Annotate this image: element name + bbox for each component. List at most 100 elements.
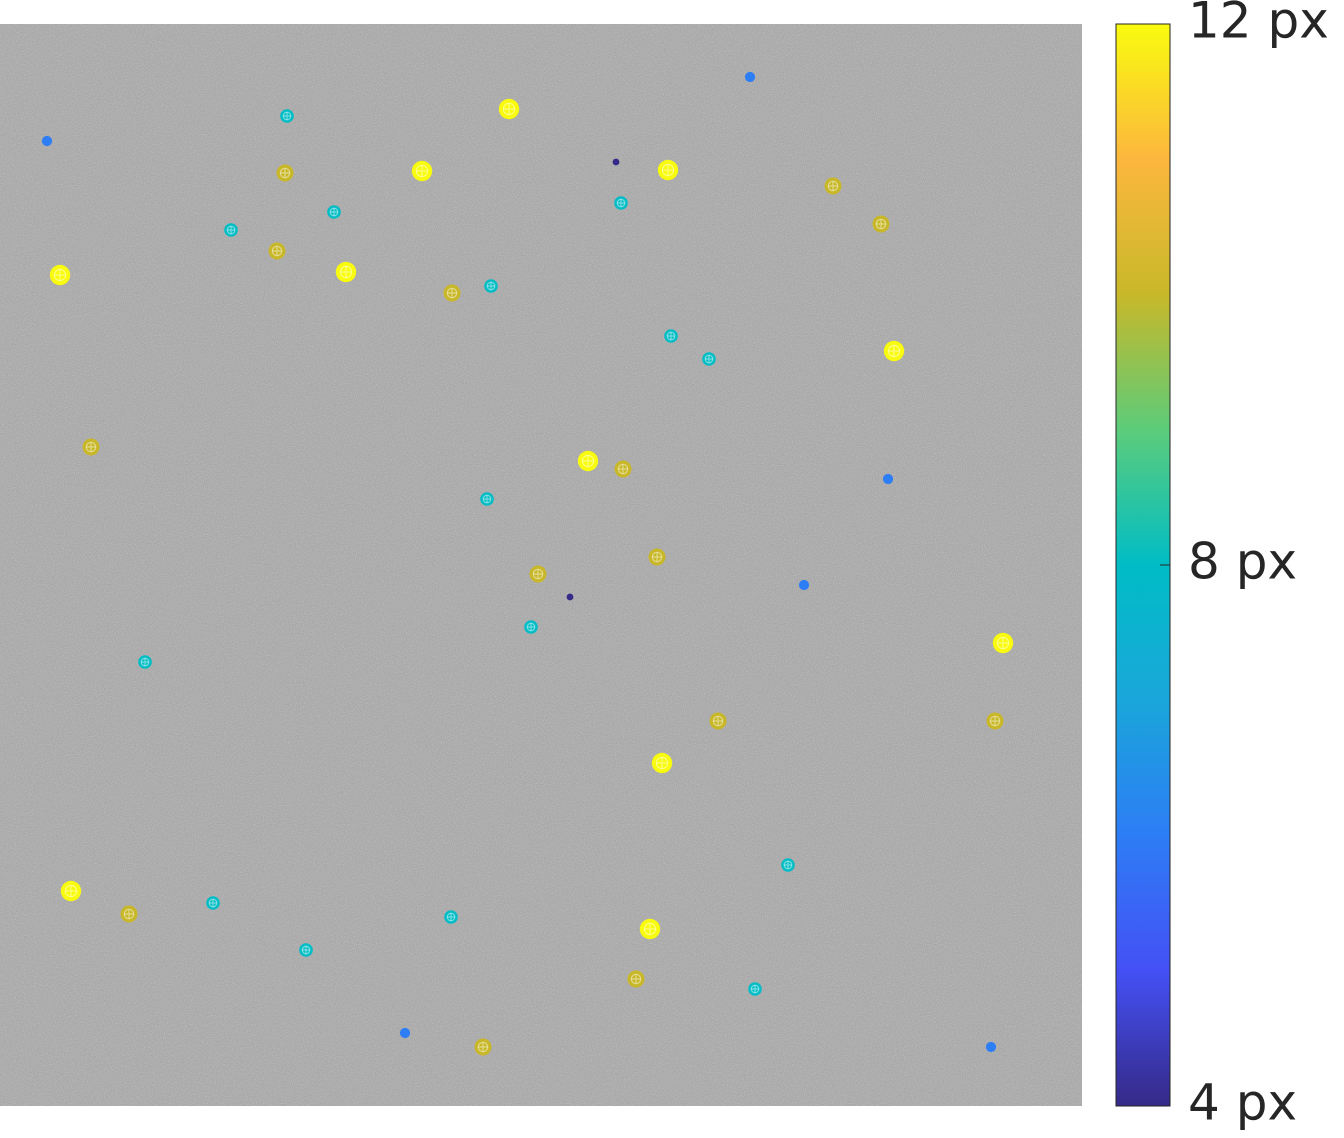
particle: [399, 1027, 411, 1039]
particle-dot: [399, 1027, 411, 1039]
particle-cross: [283, 112, 291, 120]
particle-cross: [997, 637, 1009, 649]
particle: [484, 279, 498, 293]
particle-cross: [662, 164, 674, 176]
particle: [664, 329, 678, 343]
particle-dot: [480, 492, 494, 506]
particle-cross: [618, 464, 628, 474]
particle-dot: [664, 329, 678, 343]
particle-dot: [529, 565, 547, 583]
particle: [529, 565, 547, 583]
particle-dot: [335, 261, 357, 283]
particle-dot: [327, 205, 341, 219]
particle: [41, 135, 53, 147]
particle-dot: [702, 352, 716, 366]
particle-cross: [888, 345, 900, 357]
particle: [744, 71, 756, 83]
particle: [224, 223, 238, 237]
particle-cross: [141, 658, 149, 666]
particle-dot: [577, 450, 599, 472]
particle: [781, 858, 795, 872]
particle-dot: [824, 177, 842, 195]
particle-dot: [224, 223, 238, 237]
particle-dot: [498, 98, 520, 120]
particle-dot: [781, 858, 795, 872]
particle-cross: [330, 208, 338, 216]
particle-dot: [49, 264, 71, 286]
particle-cross: [617, 199, 625, 207]
particle: [327, 205, 341, 219]
particle: [335, 261, 357, 283]
particle-dot: [280, 109, 294, 123]
particle-cross: [280, 168, 290, 178]
particle-dot: [41, 135, 53, 147]
particle: [657, 159, 679, 181]
particle-cross: [86, 442, 96, 452]
particle-cross: [478, 1042, 488, 1052]
particle-dot: [299, 943, 313, 957]
particle-dot: [268, 242, 286, 260]
particle: [443, 284, 461, 302]
micrograph-noise: [0, 24, 1082, 1106]
particle-dot: [709, 712, 727, 730]
particle-cross: [447, 288, 457, 298]
particle-dot: [648, 548, 666, 566]
particle-dot: [484, 279, 498, 293]
particle-dot: [411, 160, 433, 182]
particle-dot: [82, 438, 100, 456]
particle: [702, 352, 716, 366]
particle-dot: [985, 1041, 997, 1053]
particle-dot: [614, 460, 632, 478]
particle: [411, 160, 433, 182]
particle-dot: [744, 71, 756, 83]
particle: [985, 1041, 997, 1053]
particle-cross: [54, 269, 66, 281]
particle-dot: [883, 340, 905, 362]
particle-cross: [751, 985, 759, 993]
particle-dot: [138, 655, 152, 669]
particle-cross: [656, 757, 668, 769]
particle-cross: [527, 623, 535, 631]
particle-dot: [882, 473, 894, 485]
particle-dot: [474, 1038, 492, 1056]
particle: [276, 164, 294, 182]
particle-dot: [748, 982, 762, 996]
particle-dot: [992, 632, 1014, 654]
particle: [82, 438, 100, 456]
particle: [883, 340, 905, 362]
particle-dot: [657, 159, 679, 181]
particle: [577, 450, 599, 472]
particle: [709, 712, 727, 730]
particle-cross: [487, 282, 495, 290]
particle: [824, 177, 842, 195]
particle-dot: [986, 712, 1004, 730]
particle: [268, 242, 286, 260]
particle: [639, 918, 661, 940]
particle: [566, 593, 574, 601]
particle: [648, 548, 666, 566]
particle-cross: [784, 861, 792, 869]
particle-dot: [872, 215, 890, 233]
particle-cross: [483, 495, 491, 503]
particle-dot: [524, 620, 538, 634]
particle: [798, 579, 810, 591]
particle: [299, 943, 313, 957]
particle: [49, 264, 71, 286]
colorbar-tick-label: 4 px: [1188, 1074, 1297, 1132]
particle-dot: [614, 196, 628, 210]
particle: [280, 109, 294, 123]
particle-cross: [533, 569, 543, 579]
particle-dot: [651, 752, 673, 774]
particle-cross: [227, 226, 235, 234]
particle-cross: [503, 103, 515, 115]
particle-dot: [566, 593, 574, 601]
colorbar-tick-label: 8 px: [1188, 533, 1297, 591]
particle-cross: [644, 923, 656, 935]
particle-cross: [582, 455, 594, 467]
particle-cross: [667, 332, 675, 340]
particle: [474, 1038, 492, 1056]
particle-cross: [652, 552, 662, 562]
particle-cross: [124, 909, 134, 919]
particle-cross: [631, 974, 641, 984]
particle: [120, 905, 138, 923]
